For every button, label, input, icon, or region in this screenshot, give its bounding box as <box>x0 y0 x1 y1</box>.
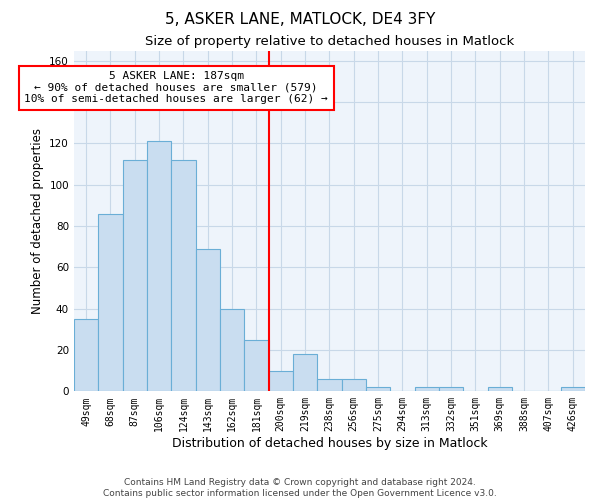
Bar <box>488 387 512 392</box>
Bar <box>317 379 341 392</box>
Bar <box>122 160 147 392</box>
Text: 5, ASKER LANE, MATLOCK, DE4 3FY: 5, ASKER LANE, MATLOCK, DE4 3FY <box>165 12 435 28</box>
Bar <box>560 387 585 392</box>
Bar <box>341 379 366 392</box>
Bar <box>196 249 220 392</box>
X-axis label: Distribution of detached houses by size in Matlock: Distribution of detached houses by size … <box>172 437 487 450</box>
Bar <box>293 354 317 392</box>
Bar <box>244 340 269 392</box>
Title: Size of property relative to detached houses in Matlock: Size of property relative to detached ho… <box>145 35 514 48</box>
Text: 5 ASKER LANE: 187sqm
← 90% of detached houses are smaller (579)
10% of semi-deta: 5 ASKER LANE: 187sqm ← 90% of detached h… <box>24 71 328 104</box>
Bar <box>366 387 390 392</box>
Bar <box>220 308 244 392</box>
Bar <box>147 142 171 392</box>
Bar <box>171 160 196 392</box>
Bar <box>415 387 439 392</box>
Y-axis label: Number of detached properties: Number of detached properties <box>31 128 44 314</box>
Bar <box>98 214 122 392</box>
Bar <box>439 387 463 392</box>
Bar <box>269 370 293 392</box>
Text: Contains HM Land Registry data © Crown copyright and database right 2024.
Contai: Contains HM Land Registry data © Crown c… <box>103 478 497 498</box>
Bar <box>74 319 98 392</box>
